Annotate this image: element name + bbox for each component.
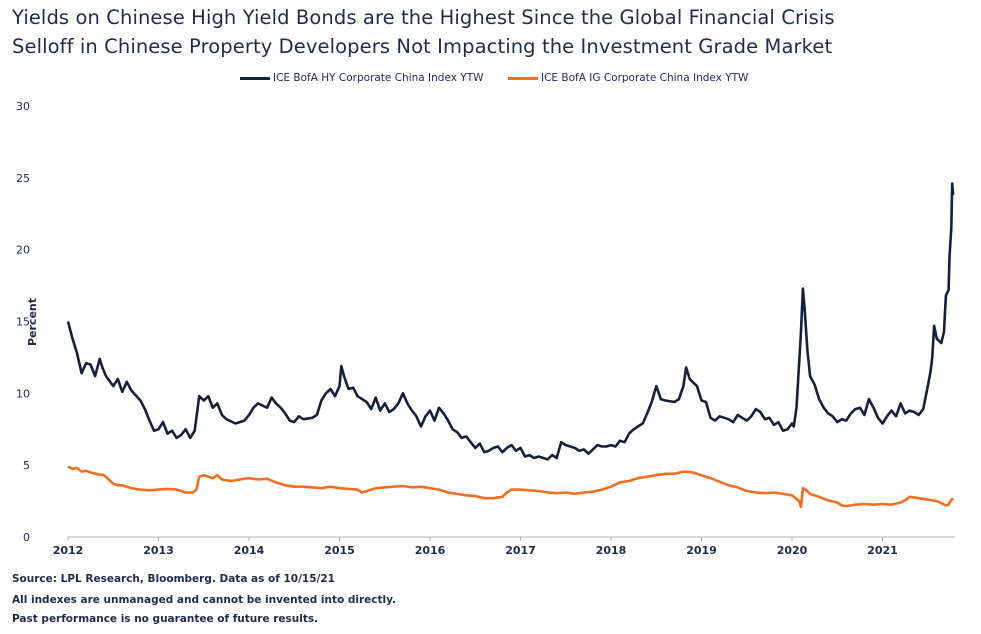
chart-title: Yields on Chinese High Yield Bonds are t… [12,6,835,29]
x-tick-label: 2020 [777,544,808,557]
y-axis-label: Percent [26,298,39,346]
legend-swatch-ig [508,76,538,80]
y-axis: 0 5 10 15 20 25 30 [16,100,30,544]
series-group [66,182,955,509]
y-tick-label: 10 [16,387,30,400]
series-line-hy [66,182,955,461]
x-tick-label: 2017 [505,544,536,557]
legend-label-hy: ICE BofA HY Corporate China Index YTW [273,72,484,84]
x-tick-label: 2014 [234,544,265,557]
y-tick-label: 30 [16,100,30,113]
y-tick-label: 5 [23,459,30,472]
footnote-performance: Past performance is no guarantee of futu… [12,613,319,625]
x-tick-label: 2013 [143,544,174,557]
y-tick-label: 25 [16,172,30,185]
x-tick-label: 2019 [686,544,717,557]
x-tick-label: 2016 [415,544,446,557]
footnote-source: Source: LPL Research, Bloomberg. Data as… [12,573,335,585]
legend-swatch-hy [240,76,270,80]
chart-subtitle: Selloff in Chinese Property Developers N… [12,35,833,58]
series-line-ig [67,465,955,509]
y-tick-label: 0 [23,531,30,544]
x-axis: 2012 2013 2014 2015 2016 2017 2018 2019 2020 2021 [53,537,898,557]
legend-item-ig: ICE BofA IG Corporate China Index YTW [508,72,748,84]
y-tick-label: 20 [16,244,30,257]
legend-label-ig: ICE BofA IG Corporate China Index YTW [541,72,749,84]
x-tick-label: 2015 [324,544,355,557]
footnote-disclaimer: All indexes are unmanaged and cannot be … [12,594,396,606]
x-tick-label: 2012 [53,544,84,557]
x-tick-label: 2021 [867,544,898,557]
legend-item-hy: ICE BofA HY Corporate China Index YTW [240,72,484,84]
chart-legend: ICE BofA HY Corporate China Index YTW IC… [0,72,981,90]
y-tick-label: 15 [16,316,30,329]
x-tick-label: 2018 [596,544,627,557]
